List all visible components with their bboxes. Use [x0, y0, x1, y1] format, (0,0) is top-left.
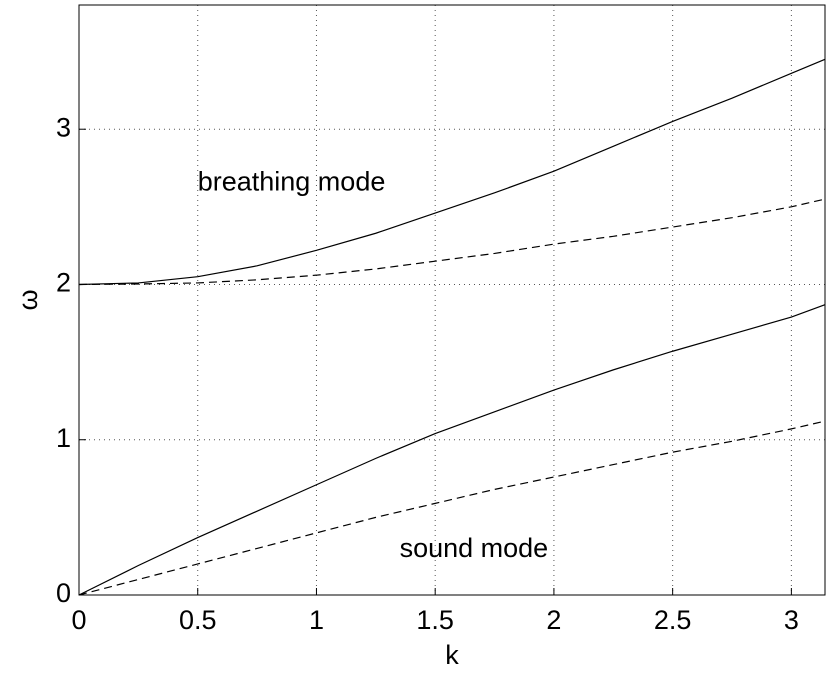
- series-line: [78, 304, 826, 596]
- x-tick-label: 3: [784, 605, 799, 635]
- x-tick-label: 1: [309, 605, 324, 635]
- x-tick-label: 0: [71, 605, 86, 635]
- x-tick-label: 2: [546, 605, 561, 635]
- y-axis-label: ω: [13, 289, 43, 310]
- x-tick-label: 0.5: [179, 605, 217, 635]
- annotation: sound mode: [400, 533, 549, 563]
- x-tick-label: 1.5: [416, 605, 454, 635]
- x-tick-label: 2.5: [654, 605, 692, 635]
- annotation: breathing mode: [198, 167, 386, 197]
- y-tick-label: 1: [56, 423, 71, 453]
- y-tick-label: 3: [56, 112, 71, 142]
- y-tick-label: 0: [56, 578, 71, 608]
- y-tick-label: 2: [56, 268, 71, 298]
- plot-frame: [78, 4, 826, 596]
- series-line: [78, 58, 826, 286]
- x-axis-label: k: [445, 640, 459, 670]
- series-line: [78, 420, 826, 596]
- series-line: [78, 198, 826, 286]
